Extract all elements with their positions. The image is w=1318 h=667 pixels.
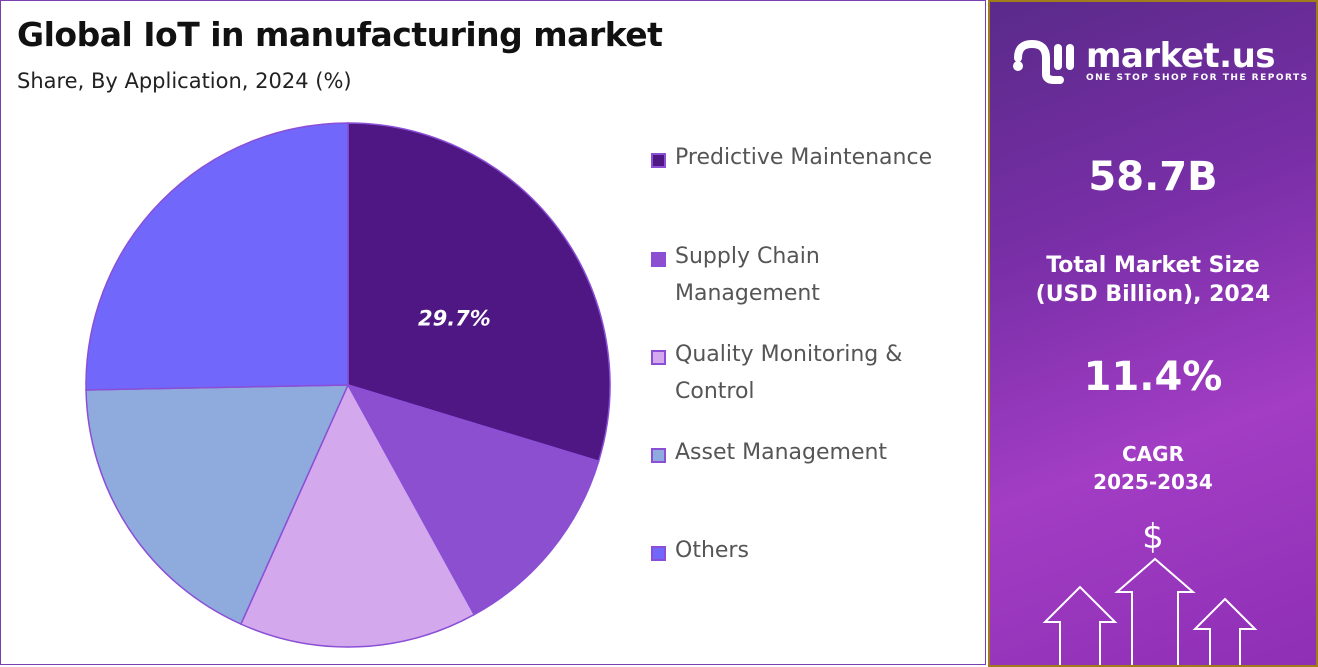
brand-name: market.us: [1086, 36, 1276, 76]
legend-label: Others: [675, 532, 749, 569]
cagr-value: 11.4%: [1083, 354, 1223, 400]
legend-swatch: [651, 546, 666, 561]
legend-label: Asset Management: [675, 434, 887, 471]
legend-label: Predictive Maintenance: [675, 139, 932, 176]
legend-swatch: [651, 153, 666, 168]
legend-swatch: [651, 448, 666, 463]
legend-item: Quality Monitoring & Control: [651, 342, 981, 410]
legend-label-line: Predictive Maintenance: [675, 145, 933, 170]
legend-label-line: Control: [675, 379, 755, 404]
pie-slice-asset-management: [85, 384, 350, 626]
summary-panel: market.us ONE STOP SHOP FOR THE REPORTS …: [988, 0, 1318, 667]
dollar-icon: $: [1142, 517, 1164, 557]
chart-subtitle: Share, By Application, 2024 (%): [17, 69, 352, 93]
legend-label-line: Quality Monitoring &: [675, 342, 903, 367]
brand-tagline: ONE STOP SHOP FOR THE REPORTS: [1086, 73, 1309, 83]
legend-label: Supply Chain Management: [675, 238, 820, 312]
pie-chart: 29.7%: [85, 122, 611, 648]
pie-slice-supply-chain-management: [346, 383, 600, 616]
legend-label: Quality Monitoring & Control: [675, 336, 902, 410]
up-arrow-icon: [1042, 557, 1258, 665]
legend-item: Others: [651, 538, 981, 569]
chart-panel: Global IoT in manufacturing market Share…: [0, 0, 986, 665]
legend-swatch: [651, 350, 666, 365]
legend-label-line: Others: [675, 538, 749, 563]
brand-logo: market.us ONE STOP SHOP FOR THE REPORTS: [1010, 36, 1309, 86]
legend-label-line: Management: [675, 281, 820, 306]
chart-title: Global IoT in manufacturing market: [17, 15, 663, 54]
legend-label-line: Asset Management: [675, 440, 888, 465]
market-size-label-1: Total Market Size: [1046, 253, 1260, 278]
market-size-label-2: (USD Billion), 2024: [1035, 282, 1271, 307]
pie-slice-predictive-maintenance: [347, 122, 611, 463]
data-label: 29.7%: [418, 306, 491, 330]
cagr-label-2: 2025-2034: [1093, 470, 1213, 494]
cagr-label-1: CAGR: [1122, 442, 1184, 466]
market-size-value: 58.7B: [1088, 154, 1218, 200]
legend-label-line: Supply Chain: [675, 244, 820, 269]
market-us-logo-icon: [1013, 39, 1074, 84]
legend-item: Supply Chain Management: [651, 244, 981, 312]
legend-item: Predictive Maintenance: [651, 145, 981, 176]
legend-swatch: [651, 252, 666, 267]
pie-slice-others: [85, 122, 349, 391]
pie-slice-quality-monitoring-control: [239, 383, 476, 648]
legend-item: Asset Management: [651, 440, 981, 471]
